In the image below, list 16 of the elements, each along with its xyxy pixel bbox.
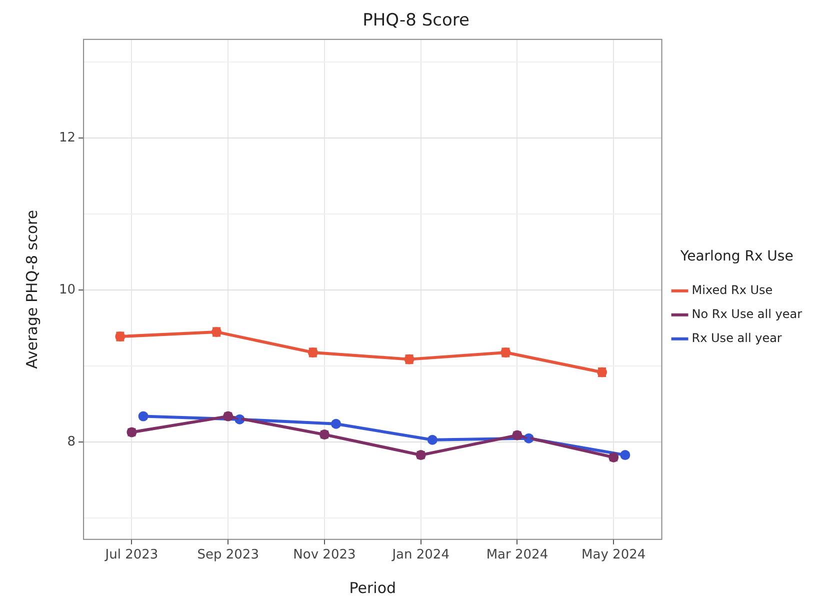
x-tick-label: Jan 2024 bbox=[391, 548, 450, 563]
y-tick-label: 12 bbox=[58, 130, 76, 146]
legend-title: Yearlong Rx Use bbox=[679, 248, 794, 265]
chart-title: PHQ-8 Score bbox=[362, 10, 470, 31]
legend-label: No Rx Use all year bbox=[692, 307, 802, 322]
x-axis-title: Period bbox=[349, 578, 396, 597]
x-tick-label: Sep 2023 bbox=[197, 548, 259, 563]
x-tick-label: Mar 2024 bbox=[486, 548, 548, 563]
x-tick-label: Nov 2023 bbox=[293, 548, 356, 563]
legend-label: Mixed Rx Use bbox=[692, 283, 773, 298]
legend-label: Rx Use all year bbox=[692, 331, 782, 346]
y-tick-label: 10 bbox=[58, 282, 76, 298]
y-tick-label: 8 bbox=[67, 434, 76, 450]
x-tick-label: May 2024 bbox=[582, 548, 646, 563]
x-tick-label: Jul 2023 bbox=[104, 548, 158, 563]
y-axis-title: Average PHQ-8 score bbox=[22, 210, 41, 369]
